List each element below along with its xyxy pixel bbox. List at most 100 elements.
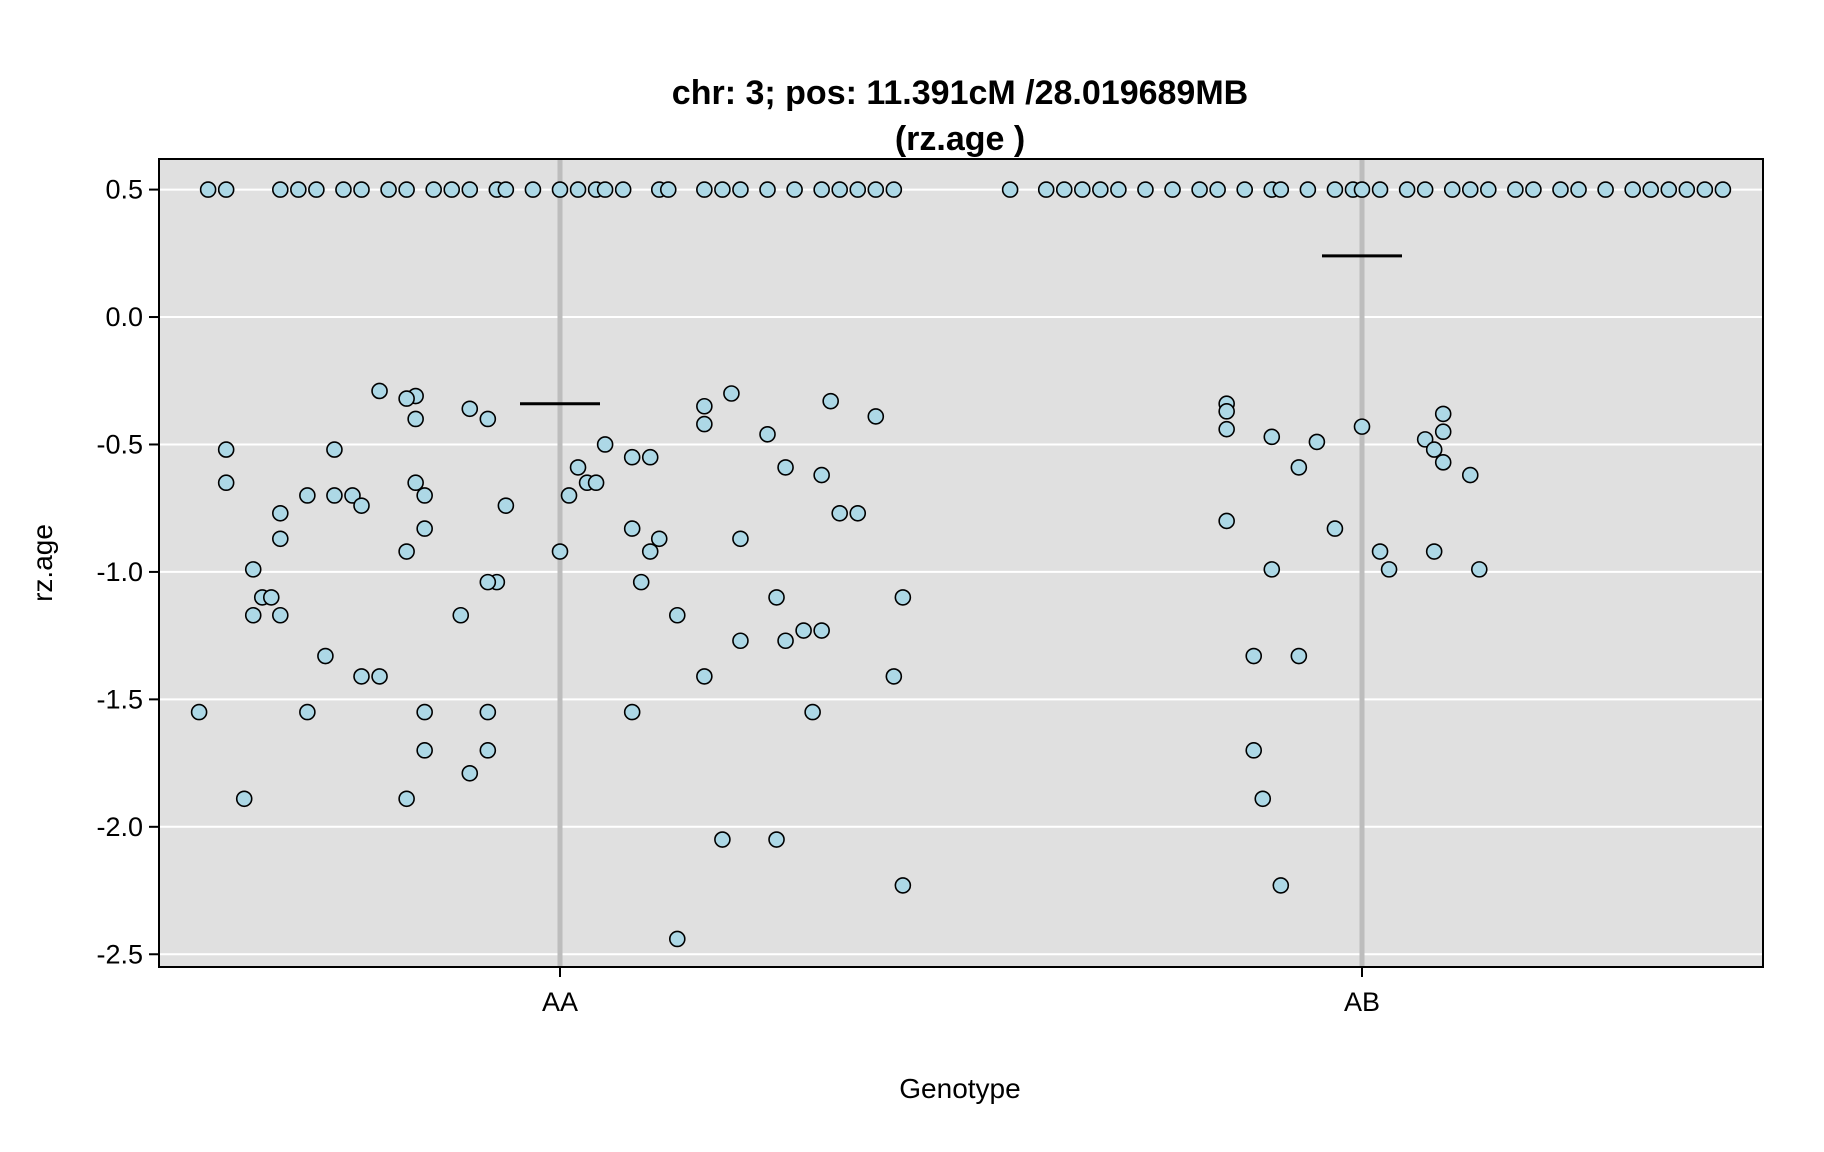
data-point (272, 606, 289, 624)
data-point (1092, 181, 1109, 198)
data-point (335, 181, 352, 198)
y-tick-label: -1.0 (96, 557, 143, 587)
data-point (587, 474, 605, 492)
data-point (759, 425, 776, 443)
data-point (1074, 181, 1091, 198)
category-lines (557, 159, 1365, 967)
data-point (217, 474, 235, 492)
data-point (867, 181, 885, 198)
data-point (524, 181, 542, 198)
data-point (217, 181, 235, 198)
data-point (344, 487, 361, 504)
data-point (596, 181, 614, 198)
data-point (696, 181, 713, 198)
data-point (235, 790, 253, 808)
data-point (813, 181, 830, 198)
data-point (398, 181, 415, 198)
data-point (1696, 181, 1714, 198)
data-point (732, 530, 749, 548)
data-point (1110, 181, 1127, 198)
data-point (425, 181, 442, 198)
data-point (1290, 459, 1308, 476)
data-point (461, 400, 479, 418)
data-point (1209, 181, 1226, 198)
data-point (894, 589, 912, 606)
data-point (777, 632, 794, 650)
data-point (623, 703, 641, 721)
data-point (623, 520, 641, 537)
data-point (569, 459, 587, 476)
data-point (668, 930, 686, 948)
data-point (596, 436, 614, 453)
data-point (623, 448, 641, 466)
data-point (813, 466, 830, 484)
data-point (668, 606, 686, 624)
data-point (1001, 181, 1019, 198)
data-point (190, 703, 208, 721)
data-point (461, 181, 479, 198)
data-point (1425, 441, 1443, 458)
data-point (831, 181, 848, 198)
data-point (632, 573, 650, 591)
data-point (768, 589, 785, 606)
y-tick-label: -1.5 (96, 684, 143, 714)
data-point (407, 474, 424, 492)
x-axis-label: Genotype (899, 1073, 1020, 1104)
data-point (1597, 181, 1614, 198)
data-point (1326, 520, 1344, 537)
data-point (831, 504, 848, 522)
data-point (650, 530, 668, 548)
data-point (479, 410, 497, 428)
data-point (885, 668, 903, 685)
data-point (497, 497, 515, 514)
data-point (659, 181, 677, 198)
data-point (1308, 433, 1326, 451)
data-point (1416, 431, 1434, 448)
data-point (696, 397, 713, 415)
data-point (1624, 181, 1641, 198)
data-point (1290, 647, 1308, 665)
data-point (1480, 181, 1497, 198)
data-point (353, 497, 370, 514)
data-point (786, 181, 803, 198)
data-point (497, 181, 515, 198)
data-point (768, 831, 785, 848)
data-point (696, 415, 713, 433)
data-point (1434, 454, 1452, 471)
data-point (560, 487, 578, 504)
data-point (1272, 877, 1290, 894)
data-point (1037, 181, 1055, 198)
x-tick-label: AA (542, 987, 578, 1017)
data-point (1055, 181, 1073, 198)
data-point (1525, 181, 1542, 198)
data-point (290, 181, 307, 198)
data-point (353, 668, 370, 685)
data-points (190, 181, 1732, 948)
data-point (1443, 181, 1461, 198)
data-point (479, 703, 497, 721)
data-point (1353, 181, 1371, 198)
data-point (199, 181, 217, 198)
data-point (416, 487, 433, 504)
data-point (1507, 181, 1524, 198)
data-point (308, 181, 325, 198)
data-point (1552, 181, 1569, 198)
data-point (1326, 181, 1344, 198)
data-point (813, 622, 830, 639)
data-point (732, 181, 749, 198)
data-point (1218, 403, 1235, 420)
plot-panel (159, 159, 1763, 967)
y-tick-label: 0.5 (105, 175, 143, 205)
data-point (479, 573, 497, 591)
data-point (416, 520, 433, 537)
title: chr: 3; pos: 11.391cM /28.019689MB (672, 74, 1248, 112)
data-point (1461, 466, 1479, 484)
data-point (641, 448, 659, 466)
gridlines (159, 188, 1763, 956)
data-point (398, 790, 415, 808)
data-point (272, 181, 289, 198)
data-point (1218, 420, 1235, 438)
data-point (1714, 181, 1732, 198)
data-point (551, 543, 569, 560)
x-tick-label: AB (1344, 987, 1380, 1017)
